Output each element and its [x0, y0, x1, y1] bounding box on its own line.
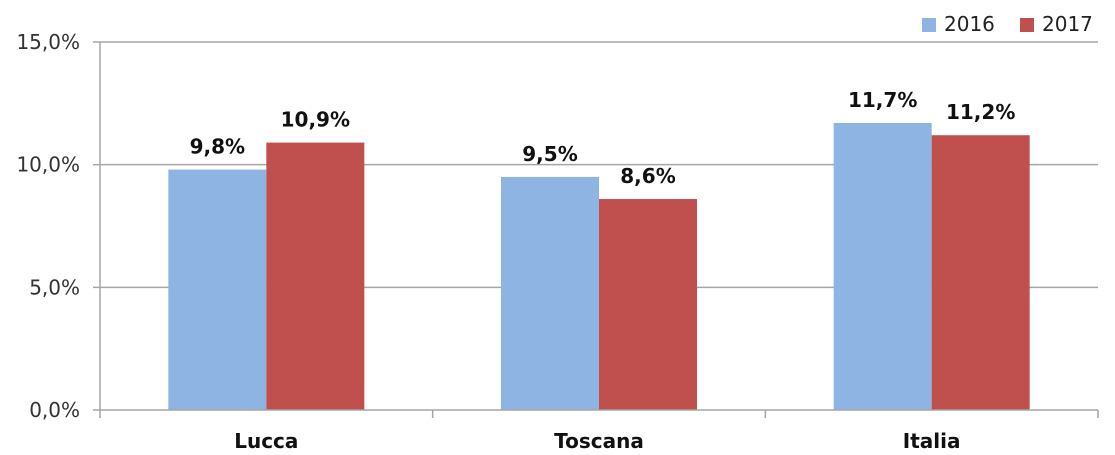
data-label: 9,5% — [522, 142, 577, 166]
y-tick-label: 5,0% — [29, 275, 80, 299]
bar-2017-lucca — [266, 142, 365, 410]
labels: 0,0% 5,0% 10,0% 15,0% 9,8% 10,9% Lucca 9,5% 8,6%… — [16, 30, 1015, 453]
bar-2017-toscana — [599, 199, 697, 410]
data-label: 11,2% — [946, 100, 1015, 124]
y-tick-label: 0,0% — [29, 398, 80, 422]
category-label: Lucca — [234, 429, 298, 453]
axes — [93, 41, 1099, 418]
y-tick-label: 15,0% — [16, 30, 80, 54]
category-label: Italia — [903, 429, 961, 453]
data-label: 10,9% — [281, 108, 350, 132]
data-label: 9,8% — [190, 135, 245, 159]
bar-2016-lucca — [168, 169, 267, 410]
legend-label-2017: 2017 — [1042, 12, 1093, 36]
bars — [168, 122, 1030, 411]
bar-2016-italia — [833, 122, 932, 411]
data-label: 11,7% — [848, 88, 917, 112]
category-label: Toscana — [554, 429, 644, 453]
bar-2017-italia — [931, 135, 1030, 410]
y-tick-label: 10,0% — [16, 153, 80, 177]
legend-swatch-2016 — [922, 18, 936, 32]
legend: 2016 2017 — [922, 12, 1093, 36]
legend-swatch-2017 — [1020, 18, 1034, 32]
data-label: 8,6% — [620, 164, 675, 188]
legend-label-2016: 2016 — [944, 12, 995, 36]
bar-2016-toscana — [501, 176, 599, 410]
